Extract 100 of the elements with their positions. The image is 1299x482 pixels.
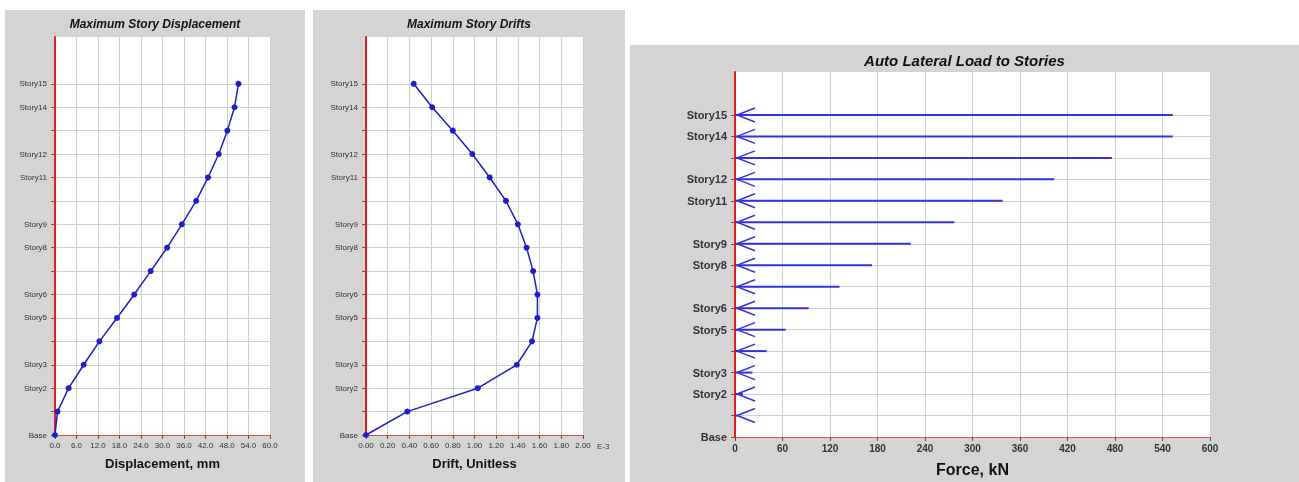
x-tick-label: 120	[821, 442, 839, 454]
x-tick-label: 540	[1154, 442, 1172, 454]
x-tick-label: 18.0	[111, 440, 128, 450]
y-tick-label: Story14	[330, 102, 359, 112]
x-tick-label: 420	[1059, 442, 1077, 454]
x-tick-label: 300	[964, 442, 982, 454]
bar	[735, 135, 1173, 138]
x-tick-label: 12.0	[90, 440, 107, 450]
x-tick-label: 54.0	[240, 440, 257, 450]
point	[96, 338, 103, 345]
bar	[735, 307, 809, 310]
point	[178, 221, 185, 228]
y-tick-label: Story5	[334, 313, 359, 323]
y-tick-label: Story2	[23, 383, 48, 393]
y-tick-label: Base	[28, 430, 48, 440]
y-tick-label: Story8	[23, 243, 48, 253]
y-tick-label: Story3	[23, 360, 48, 370]
y-tick-label: Story5	[692, 323, 727, 336]
point	[502, 197, 509, 204]
point	[193, 197, 200, 204]
point	[131, 291, 138, 298]
point	[449, 127, 456, 134]
y-tick-label: Story3	[692, 366, 727, 379]
x-tick-label: 600	[1201, 442, 1219, 454]
x-tick-label: 1.80	[553, 440, 570, 450]
point	[215, 151, 222, 158]
chart-title: Auto Lateral Load to Stories	[863, 52, 1065, 69]
x-tick-label: 1.00	[466, 440, 483, 450]
y-tick-label: Story6	[23, 290, 48, 300]
x-tick-label: 1.20	[488, 440, 505, 450]
point	[80, 361, 87, 368]
point	[513, 361, 520, 368]
y-tick-label: Story6	[692, 302, 727, 315]
x-tick-label: 60.0	[262, 440, 279, 450]
y-tick-label: Story15	[686, 108, 727, 121]
point	[530, 268, 537, 275]
y-tick-label: Story12	[19, 149, 48, 159]
x-tick-label: 0.00	[358, 440, 375, 450]
y-tick-label: Story8	[692, 259, 727, 272]
y-tick-label: Story9	[23, 219, 48, 229]
point	[514, 221, 521, 228]
bar	[735, 328, 786, 331]
point	[429, 104, 436, 111]
y-tick-label: Story9	[334, 219, 359, 229]
point	[205, 174, 212, 181]
x-tick-label: 1.60	[531, 440, 548, 450]
bar	[735, 178, 1055, 181]
x-tick-label: 180	[869, 442, 887, 454]
point	[164, 244, 171, 251]
y-tick-label: Story5	[23, 313, 48, 323]
bar	[735, 156, 1112, 159]
x-tick-label: 0	[732, 442, 739, 454]
point	[534, 291, 541, 298]
x-tick-label: 48.0	[219, 440, 236, 450]
x-tick-label: 0.80	[445, 440, 462, 450]
bar	[735, 285, 840, 288]
point	[224, 127, 231, 134]
x-tick-label: 36.0	[176, 440, 193, 450]
x-tick-label: 0.40	[401, 440, 418, 450]
x-tick-label: 360	[1011, 442, 1029, 454]
chart-title: Maximum Story Displacement	[69, 17, 242, 31]
point	[54, 408, 61, 415]
x-axis-title: Force, kN	[936, 460, 1009, 478]
y-tick-label: Story12	[686, 173, 727, 186]
x-tick-label: 0.0	[49, 440, 62, 450]
y-tick-label: Story2	[692, 388, 727, 401]
bar	[735, 242, 911, 245]
y-tick-label: Story12	[330, 149, 359, 159]
x-tick-label: 42.0	[197, 440, 214, 450]
y-tick-label: Base	[339, 430, 359, 440]
y-tick-label: Story15	[19, 79, 48, 89]
y-tick-label: Story9	[692, 237, 727, 250]
point	[529, 338, 536, 345]
point	[404, 408, 411, 415]
point	[114, 314, 120, 321]
x-tick-label: 1.40	[510, 440, 527, 450]
x-tick-label: 30.0	[154, 440, 171, 450]
text: E-3	[597, 442, 610, 451]
x-tick-label: 24.0	[133, 440, 150, 450]
x-tick-label: 0.20	[379, 440, 397, 450]
x-axis-title: Drift, Unitless	[432, 456, 517, 471]
x-tick-label: 60	[776, 442, 789, 454]
x-tick-label: 6.0	[70, 440, 83, 450]
bar	[735, 221, 955, 224]
y-tick-label: Story15	[330, 79, 359, 89]
x-axis-title: Displacement, mm	[105, 456, 220, 471]
point	[523, 244, 530, 251]
bar	[735, 113, 1173, 116]
point	[534, 314, 541, 321]
y-tick-label: Story14	[686, 130, 728, 143]
point	[147, 268, 154, 275]
point	[231, 104, 238, 111]
x-tick-label: 0.60	[423, 440, 440, 450]
x-tick-label: 240	[916, 442, 934, 454]
y-tick-label: Story2	[334, 383, 359, 393]
bar	[735, 199, 1003, 202]
x-tick-label: 2.00	[575, 440, 592, 450]
x-tick-label: 480	[1106, 442, 1124, 454]
y-tick-label: Base	[700, 431, 727, 443]
y-tick-label: Story11	[331, 172, 359, 182]
